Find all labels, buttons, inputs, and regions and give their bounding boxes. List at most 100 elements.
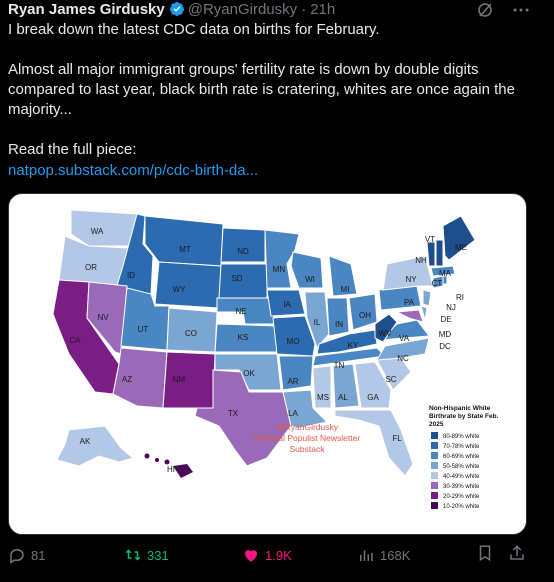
svg-text:AK: AK: [80, 437, 91, 446]
svg-text:ID: ID: [127, 271, 135, 280]
state-ri: [442, 275, 448, 285]
svg-text:GA: GA: [367, 393, 379, 402]
state-nv: [86, 281, 128, 355]
state-vt: [426, 241, 436, 267]
svg-text:CO: CO: [185, 329, 197, 338]
legend-label: 10-20% white: [443, 504, 480, 510]
svg-text:LA: LA: [288, 409, 298, 418]
svg-text:RI: RI: [456, 293, 464, 302]
state-mt: [144, 215, 224, 267]
legend-swatch: [431, 492, 438, 499]
svg-text:VT: VT: [425, 235, 435, 244]
repost-count: 331: [147, 547, 169, 563]
author-handle[interactable]: @RyanGirdusky: [187, 0, 298, 18]
heart-icon: [245, 550, 257, 562]
like-count: 1.9K: [265, 547, 292, 563]
watermark-handle: @RyanGirdusky: [276, 422, 339, 432]
legend-swatch: [431, 442, 438, 449]
legend-title-3: 2025: [429, 421, 444, 428]
state-mo: [272, 315, 316, 357]
views-button[interactable]: 168K: [357, 546, 410, 564]
legend: Non-Hispanic White Birthrate by State Fe…: [429, 405, 499, 510]
svg-text:CA: CA: [69, 336, 81, 345]
state-il: [304, 291, 330, 349]
svg-text:ME: ME: [455, 243, 467, 252]
state-in: [326, 297, 350, 337]
svg-text:MT: MT: [179, 245, 191, 254]
svg-text:WY: WY: [173, 285, 187, 294]
svg-text:NV: NV: [97, 313, 109, 322]
state-tx: [194, 369, 292, 467]
state-md: [395, 309, 424, 323]
legend-title-1: Non-Hispanic White: [429, 405, 491, 412]
svg-text:MI: MI: [341, 285, 350, 294]
state-hi: [144, 453, 193, 478]
svg-text:NM: NM: [173, 375, 186, 384]
svg-text:SD: SD: [231, 274, 242, 283]
svg-text:FL: FL: [392, 434, 402, 443]
svg-text:TN: TN: [334, 361, 345, 370]
post-image[interactable]: WA OR ID MT ND MN WI MI NY VT ME NH MA C…: [8, 193, 527, 535]
like-button[interactable]: 1.9K: [242, 546, 292, 564]
legend-label: 50-58% white: [443, 464, 480, 470]
legend-label: 40-49% white: [443, 474, 480, 480]
state-wy: [154, 261, 222, 309]
svg-text:MS: MS: [317, 393, 329, 402]
svg-text:WA: WA: [91, 227, 104, 236]
svg-text:MA: MA: [439, 269, 452, 278]
repost-button[interactable]: 331: [124, 546, 169, 564]
svg-text:IA: IA: [283, 300, 291, 309]
state-ak: [56, 425, 135, 467]
svg-text:KS: KS: [238, 333, 249, 342]
svg-text:NH: NH: [415, 256, 427, 265]
svg-text:OK: OK: [243, 369, 255, 378]
state-wv: [374, 313, 398, 343]
legend-label: 70-78% white: [443, 444, 480, 450]
post-time[interactable]: 21h: [310, 0, 336, 18]
grok-icon[interactable]: [476, 1, 494, 19]
reply-button[interactable]: 81: [8, 546, 45, 564]
state-mn: [264, 229, 300, 289]
svg-text:HI: HI: [167, 465, 175, 474]
svg-text:NC: NC: [397, 354, 409, 363]
svg-text:KY: KY: [348, 341, 359, 350]
svg-text:OR: OR: [85, 263, 97, 272]
svg-text:TX: TX: [228, 409, 239, 418]
svg-text:OH: OH: [359, 311, 371, 320]
state-ny: [382, 255, 434, 291]
reply-count: 81: [31, 547, 46, 563]
state-la: [282, 389, 329, 429]
state-ms: [312, 365, 332, 409]
watermark-newsletter: National Populist Newsletter: [254, 433, 360, 443]
state-nm: [162, 351, 216, 409]
views-count: 168K: [380, 547, 411, 563]
state-labels: WA OR ID MT ND MN WI MI NY VT ME NH MA C…: [69, 227, 467, 474]
svg-text:MD: MD: [439, 330, 452, 339]
legend-swatch: [431, 502, 438, 509]
state-fl: [334, 409, 414, 477]
legend-swatch: [431, 462, 438, 469]
author-name[interactable]: Ryan James Girdusky: [8, 0, 165, 18]
svg-text:SC: SC: [385, 375, 396, 384]
state-al: [332, 363, 360, 409]
post-link[interactable]: natpop.substack.com/p/cdc-birth-da...: [8, 162, 259, 179]
svg-text:MO: MO: [287, 337, 300, 346]
header-icons: [476, 1, 530, 19]
svg-text:VA: VA: [399, 334, 410, 343]
more-options-icon[interactable]: [512, 1, 530, 19]
legend-label: 60-69% white: [443, 454, 480, 460]
svg-text:NJ: NJ: [446, 303, 456, 312]
share-button[interactable]: [508, 544, 531, 562]
svg-text:PA: PA: [404, 298, 415, 307]
svg-text:AZ: AZ: [122, 375, 132, 384]
bookmark-icon: [479, 545, 491, 562]
svg-text:NY: NY: [405, 275, 417, 284]
state-ut: [120, 287, 170, 351]
bookmark-button[interactable]: [476, 544, 499, 562]
state-wa: [70, 209, 138, 247]
state-ar: [278, 355, 314, 391]
legend-swatch: [431, 482, 438, 489]
state-ct: [432, 275, 444, 289]
legend-label: 80-89% white: [443, 434, 480, 440]
repost-icon: [125, 549, 141, 561]
